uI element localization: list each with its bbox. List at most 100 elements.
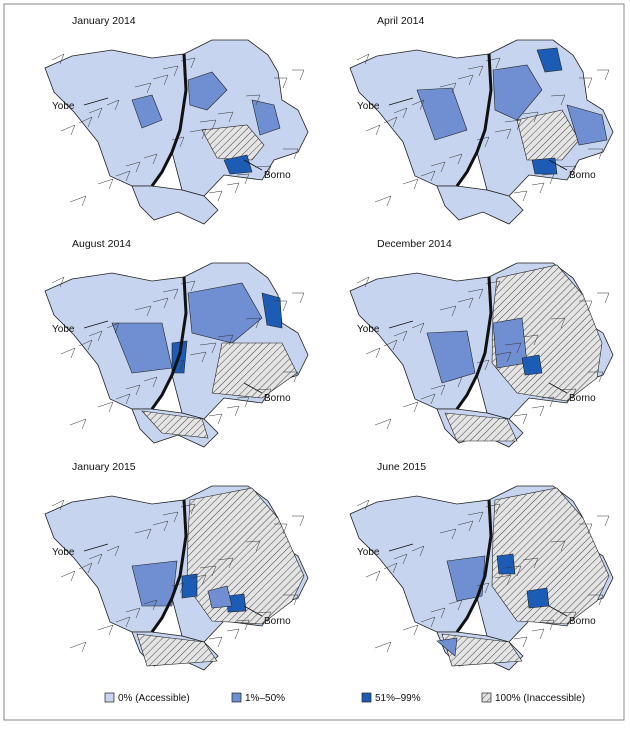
district-border <box>430 384 446 396</box>
state-border <box>150 276 188 410</box>
panel-title: April 2014 <box>377 15 424 27</box>
frame <box>3 3 625 721</box>
district-border <box>374 641 392 653</box>
district-patch <box>416 87 468 141</box>
district-border <box>189 351 207 363</box>
district-border <box>365 347 381 359</box>
district-patch <box>536 47 563 73</box>
district-border <box>356 276 370 288</box>
label-leader <box>388 320 414 329</box>
district-border <box>393 553 408 565</box>
district-border <box>208 190 223 202</box>
district-border <box>467 511 484 523</box>
district-border <box>78 116 93 128</box>
district-border <box>236 173 250 185</box>
label-leader <box>243 605 263 617</box>
district-border <box>189 574 207 586</box>
district-border <box>494 574 512 586</box>
district-border <box>579 300 593 312</box>
legend-label: 51%–99% <box>375 693 421 704</box>
panel-title: December 2014 <box>377 238 452 250</box>
district-border <box>356 53 370 65</box>
label-leader <box>548 605 568 617</box>
district-border <box>283 371 299 383</box>
district-patch <box>261 292 283 329</box>
district-border <box>226 628 240 640</box>
district-border <box>88 330 103 342</box>
district-border <box>143 153 158 165</box>
district-border <box>283 148 299 160</box>
district-border <box>254 388 272 400</box>
map-panel: January 2014 Yobe Borno <box>44 15 309 225</box>
borno-label: Borno <box>264 616 291 627</box>
district-patch <box>207 585 233 609</box>
district-border <box>69 195 87 207</box>
district-border <box>522 557 539 569</box>
district-border <box>541 173 555 185</box>
district-border <box>541 396 555 408</box>
borno-label: Borno <box>569 393 596 404</box>
district-border <box>457 297 474 309</box>
label-leader <box>548 159 568 171</box>
district-border <box>513 190 528 202</box>
district-patch <box>131 560 178 607</box>
district-border <box>162 288 179 300</box>
yobe-label: Yobe <box>357 324 380 335</box>
label-leader <box>388 543 414 552</box>
district-border <box>420 170 436 182</box>
district-border <box>402 178 419 190</box>
district-border <box>504 119 522 131</box>
panel-title: June 2015 <box>377 461 426 473</box>
district-border <box>106 545 120 557</box>
district-patch <box>491 264 603 402</box>
district-border <box>60 124 76 136</box>
district-patch <box>521 354 543 376</box>
state-border <box>455 499 493 633</box>
state-border <box>455 276 493 410</box>
district-border <box>51 53 65 65</box>
district-border <box>115 170 131 182</box>
district-border <box>292 69 305 81</box>
district-border <box>531 182 545 194</box>
panel-title: August 2014 <box>72 238 131 250</box>
district-border <box>559 611 577 623</box>
district-border <box>430 607 446 619</box>
district-patch <box>211 342 298 399</box>
yobe-label: Yobe <box>52 101 75 112</box>
district-border <box>274 77 288 89</box>
district-border <box>115 616 131 628</box>
map-panel: August 2014 Yobe Borno <box>44 238 309 448</box>
label-leader <box>83 320 109 329</box>
legend-label: 1%–50% <box>245 693 285 704</box>
district-patch <box>491 487 610 625</box>
district-patch <box>492 64 543 121</box>
district-border <box>374 195 392 207</box>
district-border <box>189 128 207 140</box>
district-border <box>411 99 425 111</box>
district-border <box>152 520 169 532</box>
district-border <box>559 388 577 400</box>
district-border <box>143 599 158 611</box>
district-border <box>513 413 528 425</box>
district-patch <box>251 99 281 136</box>
district-border <box>60 347 76 359</box>
district-border <box>504 342 522 354</box>
district-border <box>439 528 457 540</box>
district-border <box>69 418 87 430</box>
label-leader <box>243 382 263 394</box>
district-border <box>588 148 604 160</box>
district-border <box>550 540 566 552</box>
district-border <box>550 94 566 106</box>
district-border <box>467 65 484 77</box>
district-patch <box>186 487 305 625</box>
district-border <box>448 153 463 165</box>
yobe-label: Yobe <box>357 101 380 112</box>
district-border <box>541 619 555 631</box>
district-border <box>457 74 474 86</box>
district-border <box>162 65 179 77</box>
district-border <box>559 165 577 177</box>
district-border <box>579 523 593 535</box>
district-border <box>383 339 398 351</box>
